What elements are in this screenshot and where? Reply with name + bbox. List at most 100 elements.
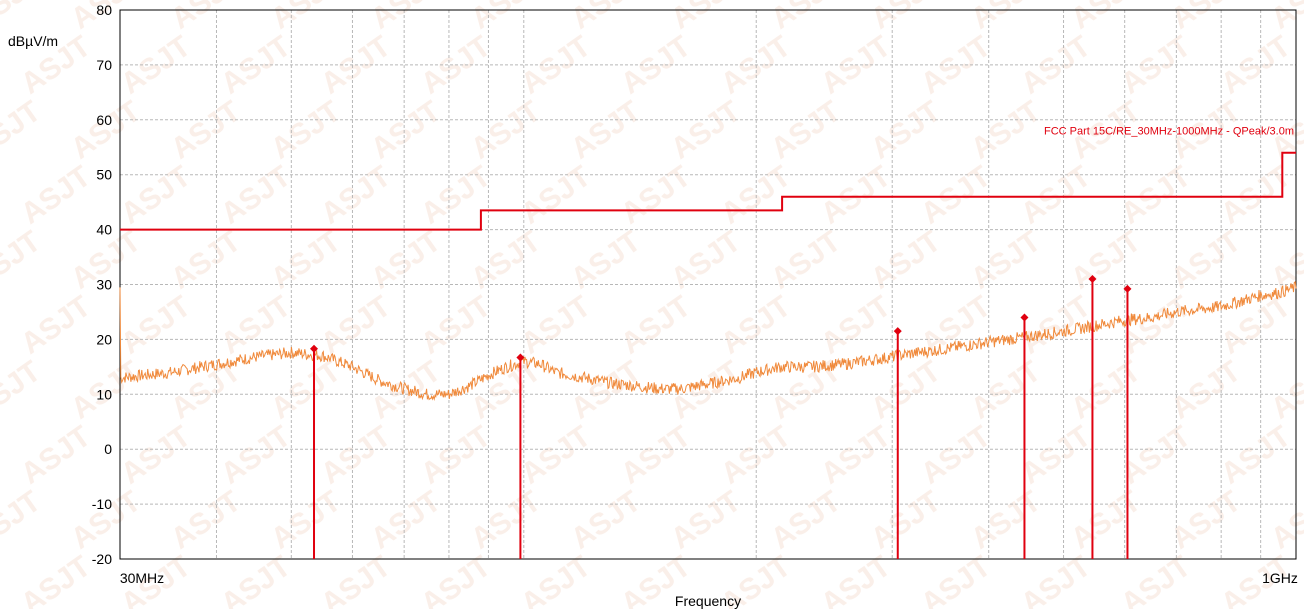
watermark-text: ASJT (115, 160, 197, 231)
watermark-text: ASJT (865, 355, 947, 426)
limit-line (120, 151, 1296, 231)
watermark-text: ASJT (15, 420, 97, 491)
watermark-text: ASJT (315, 290, 397, 361)
watermark-text: ASJT (315, 160, 397, 231)
peak-marker-diamond (310, 344, 319, 353)
watermark-text: ASJT (365, 485, 447, 556)
watermark-text: ASJT (15, 550, 97, 609)
watermark-text: ASJT (865, 95, 947, 166)
watermark-text: ASJT (515, 420, 597, 491)
watermark-text: ASJT (465, 95, 547, 166)
watermark-text: ASJT (415, 290, 497, 361)
watermark-text: ASJT (165, 95, 247, 166)
watermark-text: ASJT (365, 355, 447, 426)
y-tick-label: 10 (96, 386, 112, 402)
y-tick-label: 40 (96, 222, 112, 238)
peak-marker-diamond (893, 327, 902, 336)
y-tick-label: 20 (96, 331, 112, 347)
peak-marker-diamond (1123, 284, 1132, 293)
watermark-text: ASJT (1165, 485, 1247, 556)
watermark-text: ASJT (915, 160, 997, 231)
watermark-text: ASJT (865, 485, 947, 556)
watermark-text: ASJT (965, 225, 1047, 296)
watermark-text: ASJT (965, 485, 1047, 556)
watermark-text: ASJT (465, 225, 547, 296)
y-axis-label: dBµV/m (8, 33, 58, 49)
watermark-text: ASJT (465, 485, 547, 556)
watermark-text: ASJT (815, 290, 897, 361)
y-tick-label: 0 (104, 441, 112, 457)
x-tick-label-start: 30MHz (120, 570, 164, 586)
watermark-text: ASJT (515, 160, 597, 231)
watermark-text: ASJT (165, 225, 247, 296)
watermark-text: ASJT (1065, 355, 1147, 426)
watermark-text: ASJT (1065, 485, 1147, 556)
watermark-text: ASJT (1165, 355, 1247, 426)
y-tick-label: -10 (92, 496, 112, 512)
peak-marker-diamond (516, 353, 525, 362)
watermark-text: ASJT (365, 225, 447, 296)
watermark-text: ASJT (1265, 355, 1304, 426)
y-tick-label: 30 (96, 277, 112, 293)
watermark-text: ASJT (815, 160, 897, 231)
y-tick-labels: 80 70 60 50 40 30 20 10 0 -10 -20 (92, 2, 112, 567)
y-tick-label: 80 (96, 2, 112, 18)
watermark-text: ASJT (565, 485, 647, 556)
watermark-text: ASJT (0, 355, 47, 426)
watermark-text: ASJT (215, 420, 297, 491)
measurement-trace (119, 280, 1297, 401)
watermark-text: ASJT (565, 95, 647, 166)
watermark-text: ASJT (365, 95, 447, 166)
watermark-text: ASJT (1015, 290, 1097, 361)
watermark-text: ASJT (265, 485, 347, 556)
y-tick-label: 50 (96, 167, 112, 183)
watermark-text: ASJT (1165, 225, 1247, 296)
watermark-text: ASJT (315, 420, 397, 491)
watermark-text: ASJT (615, 160, 697, 231)
watermark-text: ASJT (1015, 160, 1097, 231)
watermark-text: ASJT (1265, 225, 1304, 296)
watermark-text: ASJT (115, 420, 197, 491)
plot-area (119, 151, 1297, 559)
watermark-text: ASJT (765, 225, 847, 296)
watermark-text: ASJT (1065, 225, 1147, 296)
watermark-text: ASJT (265, 95, 347, 166)
watermark-text: ASJT (65, 95, 147, 166)
watermark-text: ASJT (565, 225, 647, 296)
watermark-text: ASJT (965, 95, 1047, 166)
watermark-text: ASJT (765, 485, 847, 556)
y-tick-label: -20 (92, 551, 112, 567)
watermark-text: ASJT (0, 95, 47, 166)
limit-line-label: FCC Part 15C/RE_30MHz-1000MHz - QPeak/3.… (1044, 126, 1294, 138)
watermark-text: ASJT (815, 420, 897, 491)
grid-lines (119, 9, 1297, 560)
watermark-text: ASJT (15, 160, 97, 231)
peak-marker-diamond (1088, 275, 1097, 284)
watermark-text: ASJT (15, 290, 97, 361)
watermark-text: ASJT (1115, 160, 1197, 231)
watermark-text: ASJT (265, 225, 347, 296)
y-tick-label: 70 (96, 57, 112, 73)
watermark-text: ASJT (1215, 420, 1297, 491)
watermark-text: ASJT (415, 160, 497, 231)
watermark-text: ASJT (965, 355, 1047, 426)
watermark-text: ASJT (765, 95, 847, 166)
watermark-text: ASJT (665, 485, 747, 556)
watermark-text: ASJT (265, 355, 347, 426)
watermark-text: ASJT (1015, 420, 1097, 491)
watermark-text: ASJT (665, 225, 747, 296)
watermark-text: ASJT (865, 225, 947, 296)
watermark-text: ASJT (1265, 485, 1304, 556)
watermark-text: ASJT (1215, 160, 1297, 231)
x-axis-label: Frequency (675, 593, 741, 609)
watermark-text: ASJT (1265, 0, 1304, 36)
watermark-text: ASJT (1215, 290, 1297, 361)
watermark-text: ASJT (615, 420, 697, 491)
watermark-text: ASJT (0, 0, 47, 36)
watermark-text: ASJT (515, 290, 597, 361)
x-tick-label-end: 1GHz (1262, 570, 1298, 586)
watermark-text: ASJT (915, 420, 997, 491)
watermark-text: ASJT (415, 420, 497, 491)
